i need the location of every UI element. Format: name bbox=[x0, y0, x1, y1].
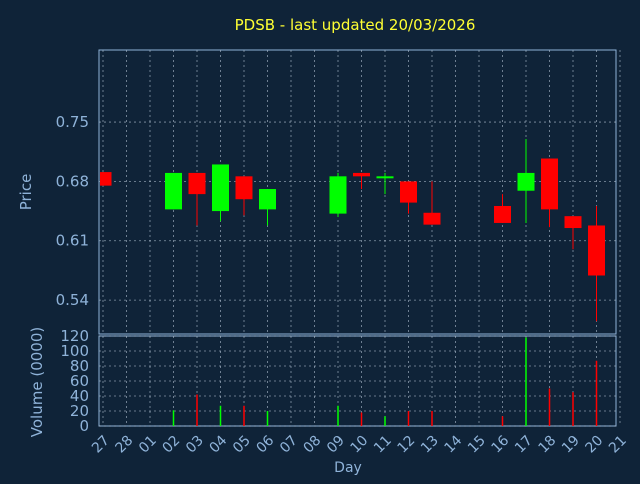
candle-body bbox=[423, 212, 441, 225]
volume-bar bbox=[266, 411, 269, 426]
volume-tick-label: 60 bbox=[70, 372, 89, 390]
candle-body bbox=[188, 172, 206, 195]
price-tick-label: 0.54 bbox=[56, 291, 89, 309]
price-panel: 0.54 0.61 0.68 0.75 bbox=[56, 49, 621, 335]
volume-bar bbox=[407, 411, 410, 426]
volume-tick-label: 20 bbox=[70, 402, 89, 420]
volume-tick-label: 80 bbox=[70, 357, 89, 375]
volume-bar bbox=[431, 411, 433, 426]
candle-body bbox=[376, 176, 394, 179]
candle-body bbox=[329, 176, 347, 214]
candle-body bbox=[588, 225, 605, 276]
candle-body bbox=[400, 181, 417, 203]
candle-body bbox=[353, 172, 370, 177]
candle-body bbox=[517, 172, 535, 191]
volume-bar bbox=[172, 410, 175, 426]
candle-body bbox=[564, 216, 582, 229]
price-tick-label: 0.75 bbox=[56, 113, 89, 131]
price-tick-label: 0.68 bbox=[56, 172, 89, 190]
price-frame bbox=[98, 49, 617, 335]
volume-bar bbox=[548, 388, 551, 426]
day-axis-label: Day bbox=[334, 460, 362, 476]
price-tick-label: 0.61 bbox=[56, 232, 89, 250]
volume-bar bbox=[243, 405, 245, 426]
candle-body bbox=[235, 176, 253, 200]
candle-body bbox=[100, 172, 112, 186]
volume-bar bbox=[219, 405, 222, 426]
volume-bar bbox=[501, 416, 504, 426]
chart-title: PDSB - last updated 20/03/2026 bbox=[235, 16, 476, 34]
volume-tick-label: 100 bbox=[60, 342, 89, 360]
volume-bar bbox=[384, 416, 386, 426]
volume-bar bbox=[572, 392, 574, 426]
candle-body bbox=[212, 164, 229, 212]
candle-body bbox=[541, 158, 558, 210]
candle-body bbox=[165, 172, 182, 210]
price-axis-label: Price bbox=[17, 174, 35, 211]
volume-bar bbox=[595, 360, 598, 426]
volume-tick-label: 0 bbox=[79, 417, 89, 435]
volume-bar bbox=[360, 412, 363, 426]
x-tick-labels: 27 28 01 02 03 04 05 06 07 08 09 10 11 12 13 14 15 16 17 18… bbox=[89, 433, 630, 457]
volume-bar bbox=[525, 337, 527, 426]
volume-tick-label: 40 bbox=[70, 387, 89, 405]
volume-axis-label: Volume (0000) bbox=[28, 327, 46, 437]
volume-bar bbox=[337, 405, 339, 426]
volume-bar bbox=[196, 394, 198, 426]
volume-tick-label: 120 bbox=[60, 327, 89, 345]
candle-body bbox=[494, 205, 511, 223]
candle-body bbox=[259, 189, 276, 210]
